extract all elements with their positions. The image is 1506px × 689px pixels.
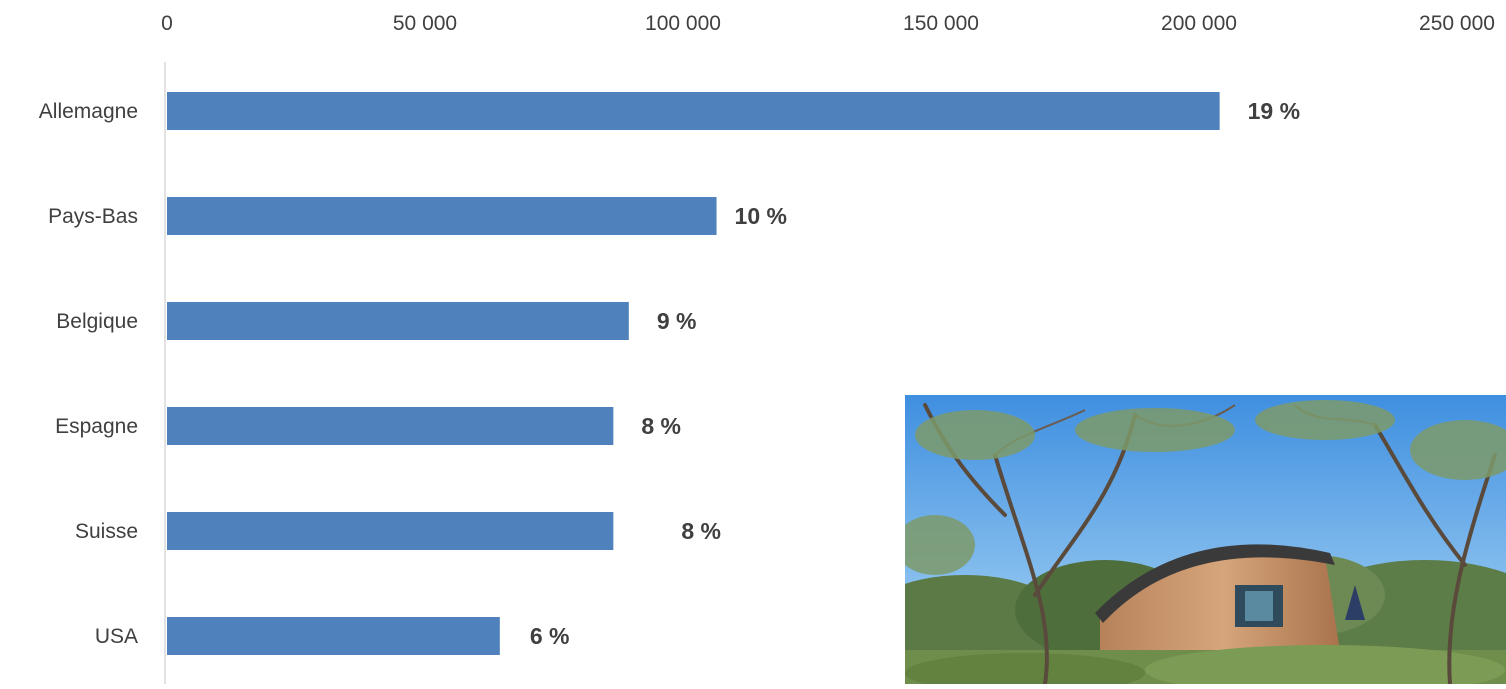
bar-allemagne (167, 92, 1220, 130)
data-label: 19 % (1248, 98, 1300, 124)
category-label: Espagne (55, 415, 138, 438)
data-labels: 19 % 10 % 9 % 8 % 8 % 6 % (530, 98, 1300, 649)
camping-pod-photo (905, 395, 1506, 684)
bar-espagne (167, 407, 614, 445)
category-label: Suisse (75, 520, 138, 543)
x-tick-label: 0 (161, 12, 173, 35)
category-label: Belgique (56, 310, 138, 333)
data-label: 6 % (530, 623, 570, 649)
bar-suisse (167, 512, 614, 550)
x-axis-ticks: 0 50 000 100 000 150 000 200 000 250 000 (161, 12, 1495, 35)
bar-belgique (167, 302, 629, 340)
category-labels: Allemagne Pays-Bas Belgique Espagne Suisse US… (39, 100, 138, 648)
data-label: 9 % (657, 308, 697, 334)
data-label: 8 % (681, 518, 721, 544)
x-tick-label: 100 000 (645, 12, 721, 35)
data-label: 8 % (641, 413, 681, 439)
bars (167, 92, 1220, 655)
x-tick-label: 150 000 (903, 12, 979, 35)
category-label: Allemagne (39, 100, 138, 123)
x-tick-label: 50 000 (393, 12, 457, 35)
bar-usa (167, 617, 500, 655)
photo-illustration (905, 395, 1506, 684)
x-tick-label: 250 000 (1419, 12, 1495, 35)
category-label: Pays-Bas (48, 205, 138, 228)
category-label: USA (95, 625, 138, 648)
x-tick-label: 200 000 (1161, 12, 1237, 35)
data-label: 10 % (735, 203, 787, 229)
bar-pays-bas (167, 197, 717, 235)
